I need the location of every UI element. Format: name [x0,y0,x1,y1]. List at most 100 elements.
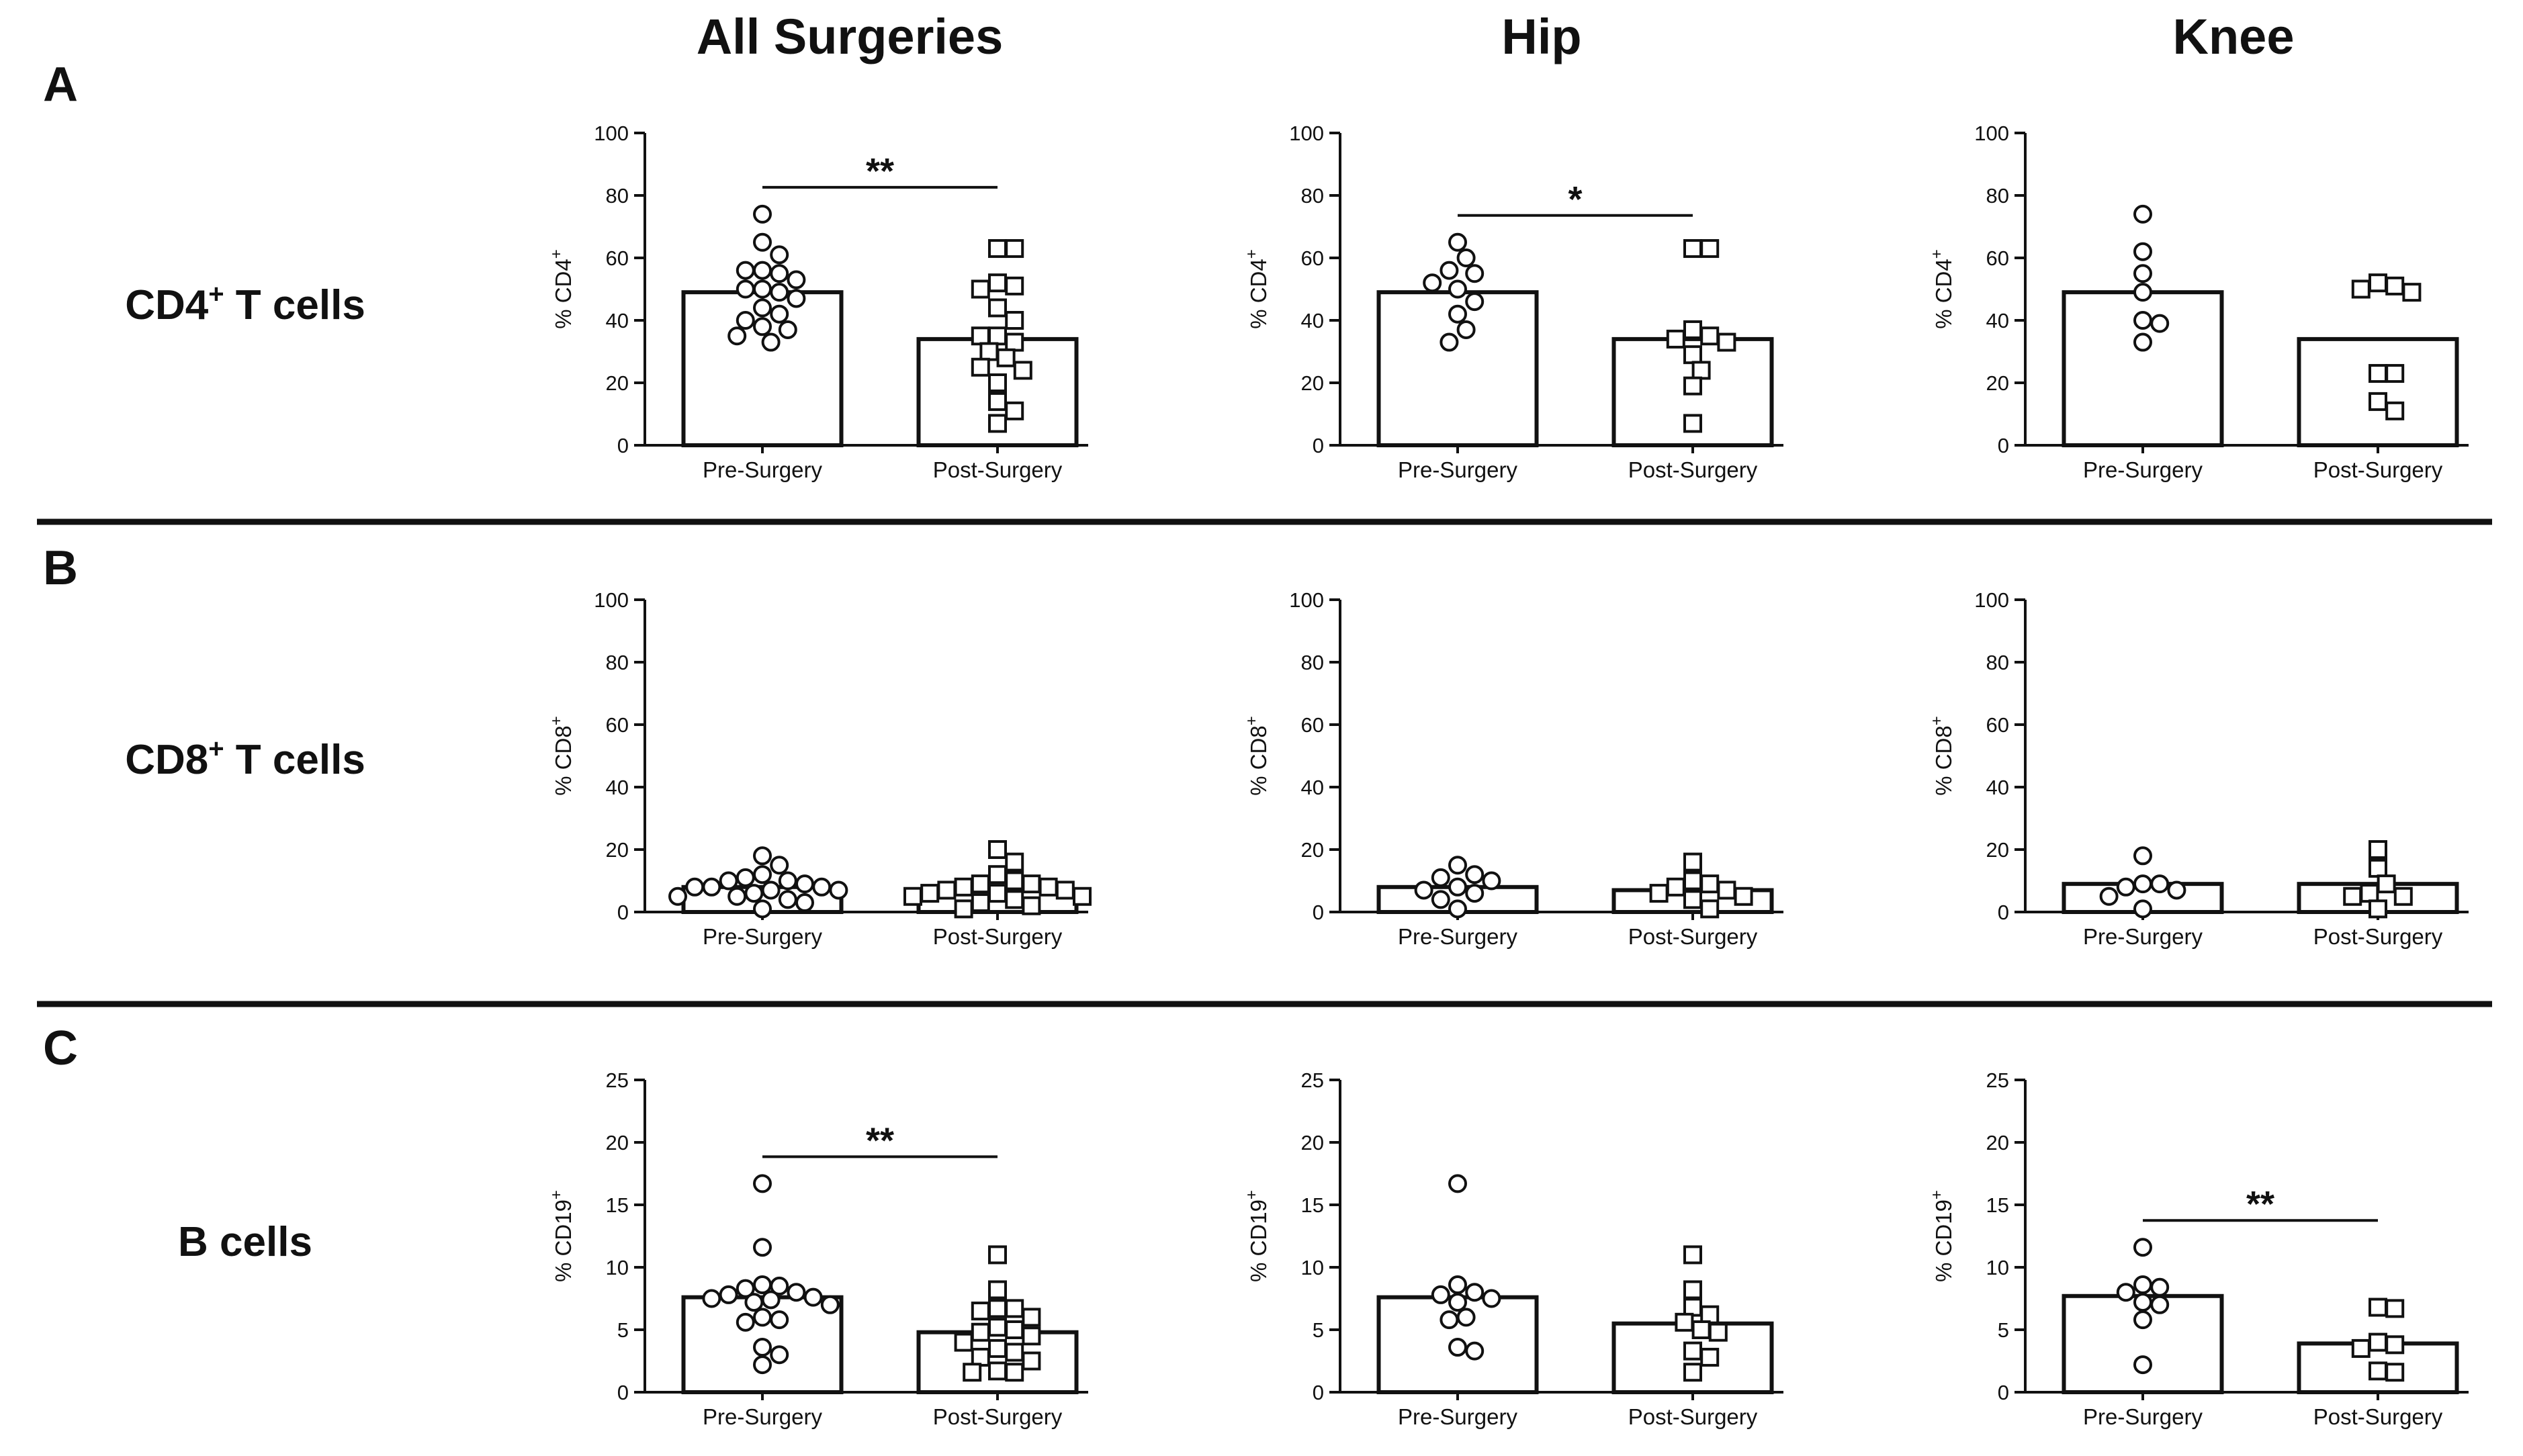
data-point-pre [1465,292,1485,312]
data-point-post [2369,364,2387,383]
data-point-pre [736,279,755,299]
data-point-pre [2133,874,2152,894]
data-point-pre [770,856,789,875]
data-point-pre [1456,1308,1476,1327]
data-point-post [1717,880,1736,900]
data-point-pre [1465,1341,1485,1361]
data-point-pre [2150,1295,2170,1314]
y-tick-label: 0 [1313,1381,1324,1404]
data-point-post [2402,283,2422,302]
y-tick-label: 10 [1301,1256,1324,1279]
data-point-pre [1448,232,1467,252]
data-point-post [1005,311,1024,330]
data-point-post [1683,414,1702,433]
data-point-pre [1482,871,1501,891]
y-tick-label: 80 [1986,651,2009,674]
data-point-post [988,298,1007,318]
data-point-pre [719,1285,738,1304]
data-point-post [988,840,1007,859]
y-tick-label: 60 [1986,246,2009,270]
x-category-label: Pre-Surgery [703,924,822,949]
data-point-post [1700,1347,1720,1367]
x-category-label: Pre-Surgery [703,1404,822,1429]
x-category-label: Post-Surgery [2313,924,2443,949]
data-point-pre [2150,314,2170,333]
panel-2-2: 0 5 10 15 20 25 % CD19+ Pre-Surgery Post-Surgery… [1928,1068,2469,1429]
y-axis-label: % CD19+ [1243,1190,1271,1282]
data-point-post [1700,899,1720,919]
data-point-pre [770,1310,789,1330]
row-label-cd8: CD8+ T cells [125,734,365,783]
data-point-pre [702,1289,721,1308]
data-point-pre [1414,880,1433,900]
data-point-pre [1465,865,1485,884]
data-point-post [1683,239,1702,259]
data-point-post [920,884,940,903]
data-point-pre [668,886,687,906]
data-point-post [2369,840,2387,859]
y-tick-label: 80 [606,651,629,674]
data-point-pre [829,880,848,900]
data-point-pre [1448,304,1467,324]
row-label-b-cells: B cells [178,1219,312,1265]
data-point-post [1022,1308,1041,1327]
data-point-post [2369,1332,2387,1352]
data-point-pre [795,874,814,894]
data-point-pre [803,1287,823,1307]
y-tick-label: 0 [1313,901,1324,924]
data-point-post [2343,886,2362,906]
data-point-pre [1440,261,1459,280]
data-point-pre [1465,884,1485,903]
data-point-pre [1440,332,1459,352]
column-header-knee: Knee [2173,9,2295,64]
y-tick-label: 10 [606,1256,629,1279]
data-point-pre [2133,1355,2152,1375]
y-tick-label: 40 [1986,776,2009,799]
data-point-post [2369,1361,2387,1381]
data-point-post [963,1363,982,1382]
data-point-post [1005,332,1024,352]
data-point-pre [1448,899,1467,919]
data-point-pre [719,871,738,891]
data-point-post [988,1245,1007,1265]
data-point-pre [2150,874,2170,894]
data-point-pre [736,261,755,280]
y-tick-label: 5 [1313,1318,1324,1342]
data-point-pre [2133,332,2152,352]
data-point-pre [753,298,772,318]
data-point-pre [1448,279,1467,299]
data-point-pre [2133,1238,2152,1257]
panel-0-2: 0 20 40 60 80 100 % CD4+ Pre-Surgery Post-Surger… [1928,122,2469,482]
data-point-post [2385,1335,2405,1355]
data-point-post [1005,890,1024,909]
x-category-label: Pre-Surgery [1398,924,1517,949]
x-category-label: Post-Surgery [2313,1404,2443,1429]
data-point-post [1708,1322,1728,1342]
data-point-pre [778,320,797,339]
data-point-pre [2133,283,2152,302]
data-point-post [903,886,922,906]
data-point-post [988,239,1007,259]
data-point-post [971,326,990,346]
data-point-pre [770,245,789,265]
data-point-post [971,1302,990,1321]
y-tick-label: 20 [606,1131,629,1154]
panel-2-1: 0 5 10 15 20 25 % CD19+ Pre-Surgery Post-Surgery [1243,1068,1783,1429]
x-category-label: Post-Surgery [1628,1404,1758,1429]
data-point-post [1683,320,1702,339]
y-tick-label: 20 [1986,1131,2009,1154]
data-point-post [1683,852,1702,872]
x-category-label: Pre-Surgery [2083,457,2203,482]
data-point-post [1005,401,1024,420]
panel-letter-b: B [43,541,78,595]
x-category-label: Post-Surgery [1628,924,1758,949]
y-axis-label: % CD4+ [547,249,576,329]
data-point-post [1013,361,1032,380]
data-point-post [2377,874,2396,894]
data-point-post [971,357,990,377]
data-point-pre [2133,1275,2152,1295]
data-point-post [988,273,1007,293]
data-point-post [2360,884,2379,903]
data-point-pre [778,890,797,909]
